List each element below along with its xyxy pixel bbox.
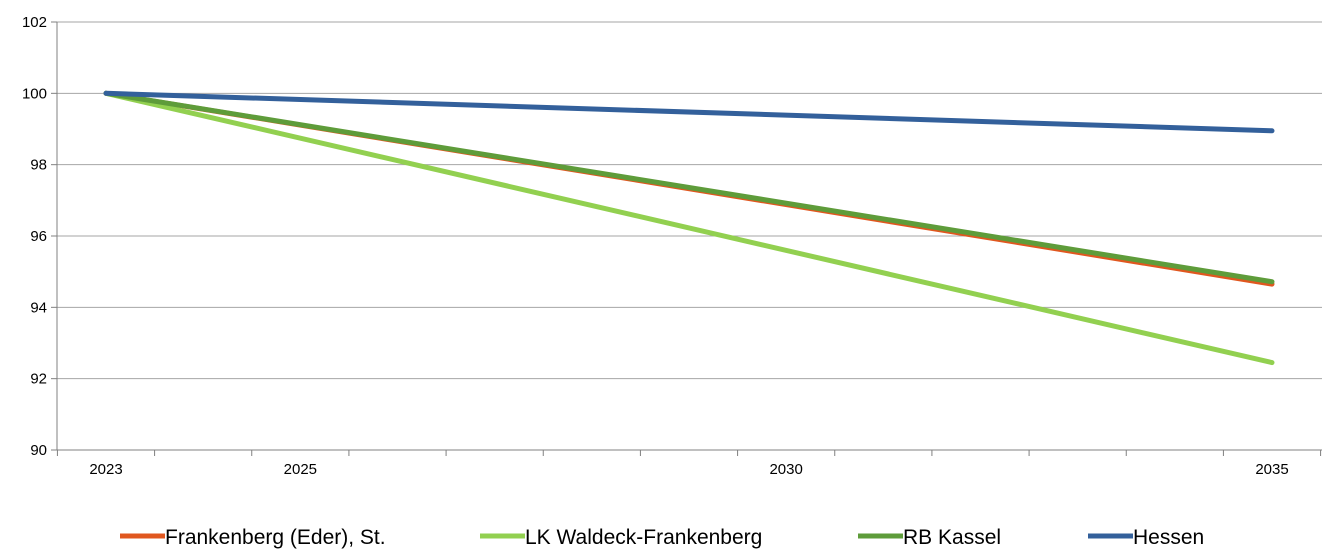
legend-label-2: RB Kassel: [903, 526, 1001, 549]
y-tick-label: 98: [30, 157, 47, 174]
gridlines: [57, 21, 1322, 380]
x-tick-label: 2030: [769, 461, 802, 478]
series-line-2: [103, 90, 1275, 285]
x-tick-label: 2023: [89, 461, 122, 478]
legend-label-0: Frankenberg (Eder), St.: [165, 526, 386, 549]
x-tick-label: 2025: [284, 461, 317, 478]
legend-label-1: LK Waldeck-Frankenberg: [525, 526, 762, 549]
x-tick-label: 2035: [1255, 461, 1288, 478]
series-line-3: [103, 90, 1275, 134]
series-lines: [103, 90, 1275, 366]
y-tick-label: 94: [30, 299, 47, 316]
x-axis-ticks: 2023 2025 2030 2035: [56, 450, 1322, 478]
y-axis-ticks: 90 92 94 96 98 100 102: [22, 14, 57, 459]
legend: Frankenberg (Eder), St. LK Waldeck-Franke…: [120, 526, 1204, 549]
series-line-1: [103, 90, 1275, 366]
legend-label-3: Hessen: [1133, 526, 1204, 549]
y-tick-label: 100: [22, 85, 47, 102]
y-tick-label: 102: [22, 14, 47, 31]
y-tick-label: 96: [30, 228, 47, 245]
y-tick-label: 92: [30, 371, 47, 388]
y-tick-label: 90: [30, 442, 47, 459]
